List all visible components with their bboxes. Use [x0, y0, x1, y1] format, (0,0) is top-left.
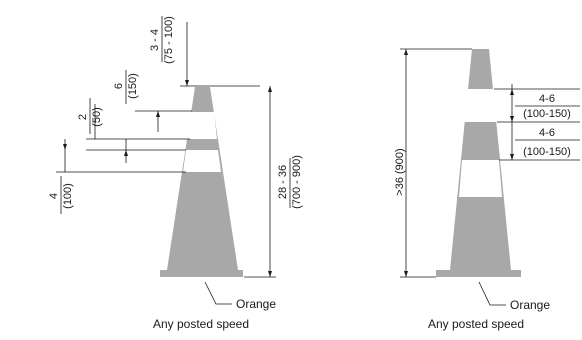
left-dim-height-line1: 28 - 36	[277, 165, 289, 199]
left-dim-height	[244, 86, 276, 278]
right-dim-bands	[494, 84, 580, 161]
left-dim-lower-band-line1: 4	[48, 193, 60, 199]
left-dim-gap-line1: 2	[77, 114, 89, 120]
left-cone-upper-band	[187, 112, 217, 139]
right-cone-base	[436, 270, 521, 277]
right-dim-height	[400, 48, 472, 278]
right-caption: Any posted speed	[428, 317, 524, 331]
right-dim-band-2-line1: 4-6	[539, 127, 555, 139]
left-cone-figure: 3 - 4 (75 - 100) 6 (150) 2 (50) 4	[48, 16, 303, 331]
left-dim-top-line2: (75 - 100)	[163, 16, 175, 64]
right-orange-label: Orange	[510, 298, 550, 312]
left-orange-label: Orange	[236, 297, 276, 311]
left-dim-height-line2: (700 - 900)	[291, 155, 303, 209]
right-cone-body	[450, 49, 511, 270]
right-dim-band-1-line2: (100-150)	[523, 108, 571, 120]
right-orange-leader	[478, 281, 506, 306]
left-dim-top-line1: 3 - 4	[149, 29, 161, 51]
right-cone-figure: >36 (900) 4-6 (100-150) 4-6 (100-150) Or…	[394, 48, 580, 331]
right-dim-band-1-line1: 4-6	[539, 93, 555, 105]
left-cone-lower-band	[183, 150, 221, 172]
left-dim-upper-band	[135, 110, 192, 132]
left-dim-lower-band-line2: (100)	[62, 183, 74, 209]
left-orange-leader	[204, 281, 232, 305]
left-caption: Any posted speed	[153, 317, 249, 331]
right-dim-band-2-line2: (100-150)	[523, 146, 571, 158]
left-dim-lower-band	[56, 139, 186, 173]
left-dim-gap	[86, 104, 190, 163]
left-dim-upper-band-line1: 6	[113, 83, 125, 89]
left-dim-top	[180, 22, 260, 87]
right-cone-band-1	[464, 89, 497, 122]
right-dim-height-label: >36 (900)	[394, 148, 406, 195]
left-cone-base	[160, 270, 243, 277]
right-cone-band-2	[459, 160, 502, 197]
left-dim-gap-line2: (50)	[91, 107, 103, 127]
left-cone-body	[167, 87, 238, 270]
left-dim-upper-band-line2: (150)	[127, 73, 139, 99]
